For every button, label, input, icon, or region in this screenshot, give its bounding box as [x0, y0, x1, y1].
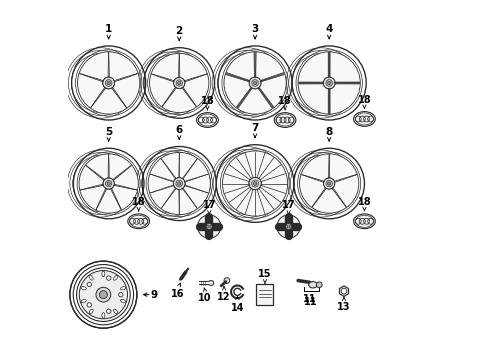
Circle shape: [276, 215, 300, 238]
Ellipse shape: [308, 282, 317, 288]
Circle shape: [285, 224, 291, 230]
Circle shape: [119, 292, 123, 297]
Circle shape: [107, 81, 110, 85]
Circle shape: [79, 154, 138, 213]
Circle shape: [148, 152, 210, 215]
Text: 18: 18: [278, 96, 291, 106]
Text: 18: 18: [132, 197, 145, 207]
Ellipse shape: [102, 313, 104, 318]
Circle shape: [96, 287, 110, 302]
Circle shape: [224, 278, 229, 283]
Circle shape: [251, 80, 258, 86]
Circle shape: [177, 81, 181, 85]
Circle shape: [222, 151, 287, 216]
Ellipse shape: [121, 287, 125, 290]
Ellipse shape: [353, 214, 375, 229]
Ellipse shape: [121, 300, 125, 303]
Ellipse shape: [89, 275, 93, 280]
Circle shape: [325, 180, 332, 187]
Circle shape: [251, 180, 258, 187]
Text: 11: 11: [304, 297, 317, 307]
Text: 9: 9: [151, 290, 158, 300]
Circle shape: [197, 215, 221, 238]
Text: 18: 18: [357, 197, 370, 207]
Text: 17: 17: [281, 200, 295, 210]
Ellipse shape: [81, 300, 86, 303]
Text: 7: 7: [251, 123, 258, 133]
Circle shape: [327, 81, 330, 85]
Circle shape: [149, 53, 208, 113]
Circle shape: [299, 154, 358, 213]
Ellipse shape: [81, 287, 86, 290]
Text: 2: 2: [175, 26, 183, 36]
Ellipse shape: [208, 280, 213, 285]
Ellipse shape: [89, 309, 93, 314]
Text: 11: 11: [303, 294, 316, 304]
Circle shape: [176, 80, 182, 86]
Text: 5: 5: [105, 127, 112, 136]
Circle shape: [325, 80, 332, 86]
Text: 17: 17: [202, 200, 216, 210]
Circle shape: [298, 52, 360, 114]
Ellipse shape: [113, 309, 117, 314]
Circle shape: [105, 80, 112, 86]
Ellipse shape: [196, 113, 218, 127]
Circle shape: [176, 180, 182, 187]
Ellipse shape: [274, 113, 295, 127]
Circle shape: [78, 52, 140, 114]
Text: 16: 16: [171, 289, 184, 299]
Text: 12: 12: [216, 292, 230, 302]
Text: 10: 10: [198, 293, 211, 303]
Circle shape: [173, 177, 185, 189]
Text: 8: 8: [325, 127, 332, 136]
Circle shape: [103, 178, 114, 189]
Ellipse shape: [102, 271, 104, 276]
Text: 3: 3: [251, 24, 258, 34]
Circle shape: [99, 291, 107, 299]
Circle shape: [87, 303, 91, 307]
Ellipse shape: [127, 214, 149, 229]
Circle shape: [341, 288, 346, 294]
Circle shape: [107, 182, 110, 185]
Circle shape: [205, 224, 212, 230]
Circle shape: [323, 77, 334, 89]
Text: 18: 18: [357, 95, 370, 105]
Text: 4: 4: [325, 24, 332, 34]
Circle shape: [106, 309, 111, 314]
Ellipse shape: [353, 112, 375, 126]
Circle shape: [253, 182, 256, 185]
Circle shape: [173, 77, 184, 89]
Circle shape: [102, 77, 114, 89]
Circle shape: [249, 77, 261, 89]
Text: 15: 15: [258, 270, 271, 279]
FancyBboxPatch shape: [256, 284, 273, 305]
Text: 18: 18: [200, 96, 214, 106]
Circle shape: [177, 182, 181, 185]
Circle shape: [106, 276, 111, 280]
Polygon shape: [339, 286, 348, 296]
Circle shape: [327, 182, 330, 185]
Circle shape: [323, 178, 334, 189]
Circle shape: [248, 177, 261, 190]
Circle shape: [224, 52, 285, 114]
Text: 1: 1: [105, 24, 112, 34]
Circle shape: [79, 270, 127, 319]
Text: 14: 14: [230, 303, 244, 314]
Ellipse shape: [113, 275, 117, 280]
Circle shape: [105, 180, 112, 187]
Circle shape: [253, 81, 256, 85]
Text: 6: 6: [175, 125, 183, 135]
Text: 13: 13: [337, 302, 350, 312]
Circle shape: [87, 282, 91, 287]
Ellipse shape: [316, 282, 322, 288]
